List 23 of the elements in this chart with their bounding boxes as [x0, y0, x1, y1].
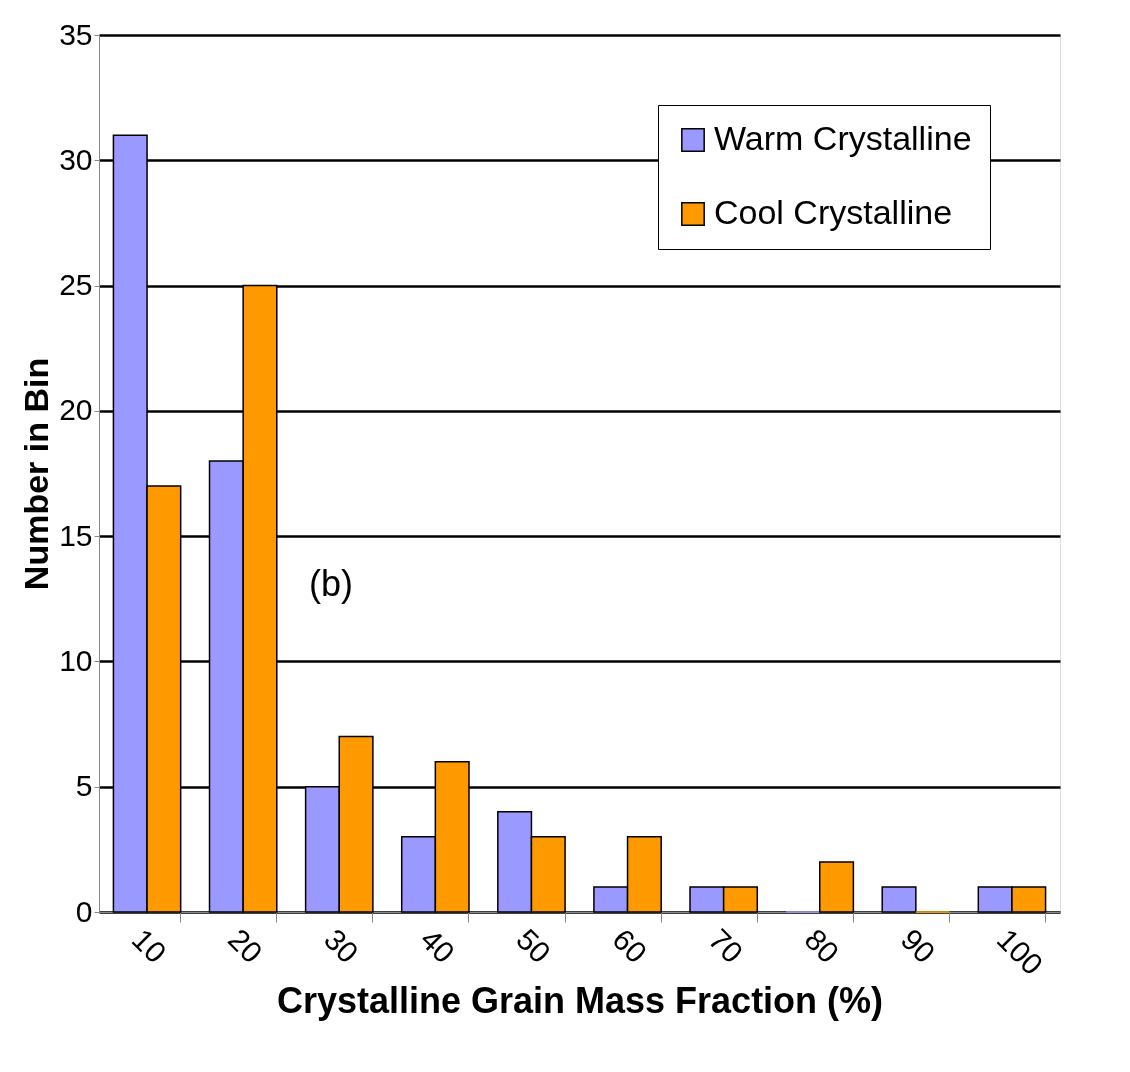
- y-tick-label: 15: [59, 518, 93, 552]
- x-tick-label: 70: [702, 922, 750, 970]
- y-tick-label: 25: [59, 268, 93, 302]
- legend-label: Cool Crystalline: [714, 193, 953, 231]
- x-tick-label: 40: [414, 922, 462, 970]
- x-tick-label: 80: [798, 922, 846, 970]
- y-tick-label: 5: [75, 769, 93, 803]
- y-tick-label: 35: [59, 17, 93, 51]
- y-tick-label: 30: [59, 142, 93, 176]
- x-axis-title: Crystalline Grain Mass Fraction (%): [276, 980, 884, 1022]
- y-tick-label: 20: [59, 393, 93, 427]
- x-tick-label: 60: [606, 922, 654, 970]
- x-tick-label: 20: [221, 922, 269, 970]
- legend-label: Warm Crystalline: [714, 119, 972, 157]
- x-tick-label: 100: [990, 922, 1050, 982]
- y-tick-label: 0: [75, 894, 93, 928]
- y-tick-label: 10: [59, 643, 93, 677]
- annotation: (b): [309, 563, 353, 604]
- x-tick-label: 50: [510, 922, 558, 970]
- x-tick-label: 10: [125, 922, 173, 970]
- x-tick-label: 30: [318, 922, 365, 970]
- x-tick-label: 90: [894, 922, 942, 970]
- y-axis-title: Number in Bin: [17, 357, 56, 591]
